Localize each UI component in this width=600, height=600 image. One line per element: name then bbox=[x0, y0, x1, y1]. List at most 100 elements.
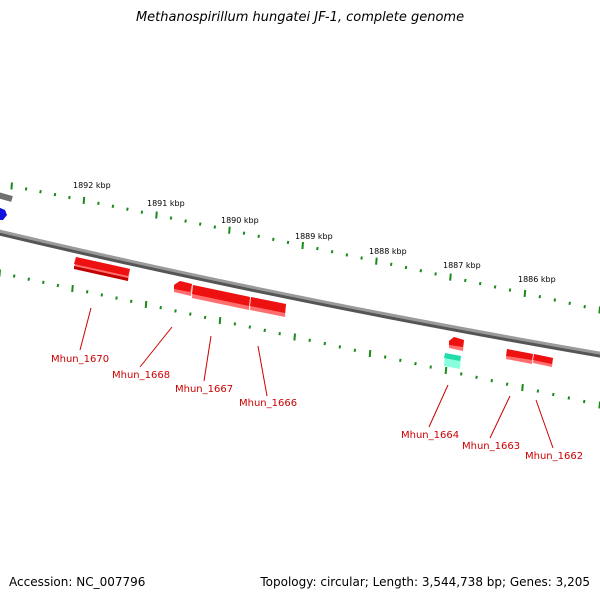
scale-tick-minor bbox=[419, 269, 423, 273]
scale-tick-minor bbox=[360, 256, 363, 260]
scale-tick-minor bbox=[278, 332, 281, 336]
scale-tick-minor bbox=[53, 192, 57, 197]
scale-tick-major bbox=[71, 285, 74, 293]
scale-tick-minor bbox=[169, 216, 173, 220]
scale-tick-minor bbox=[184, 219, 187, 223]
scale-tick-minor bbox=[203, 315, 207, 320]
scale-tick-minor bbox=[323, 341, 327, 346]
scale-tick-minor bbox=[308, 338, 311, 342]
genome-backbone-shadow bbox=[0, 230, 600, 358]
scale-tick-major bbox=[82, 196, 86, 204]
scale-tick-minor bbox=[434, 272, 437, 276]
scale-tick-minor bbox=[272, 237, 275, 241]
scale-tick-minor bbox=[399, 358, 402, 362]
scale-tick-minor bbox=[39, 190, 42, 194]
scale-tick-minor bbox=[459, 372, 463, 376]
scale-tick-minor bbox=[429, 365, 432, 369]
scale-tick-major bbox=[444, 366, 448, 375]
genome-backbone bbox=[0, 229, 600, 355]
scale-tick-minor bbox=[263, 328, 267, 333]
scale-tick-minor bbox=[233, 322, 237, 326]
scale-tick-minor bbox=[389, 262, 393, 266]
scale-tick-minor bbox=[198, 222, 202, 226]
genome-summary-text: Topology: circular; Length: 3,544,738 bp… bbox=[260, 575, 590, 589]
scale-label-1892: 1892 kbp bbox=[73, 181, 111, 190]
scale-label-1888: 1888 kbp bbox=[369, 247, 407, 256]
gene-label-mhun-1662: Mhun_1662 bbox=[525, 451, 583, 462]
gene-mhun-1662 bbox=[533, 354, 553, 367]
scale-tick-minor bbox=[159, 306, 162, 310]
gene-mhun-1668 bbox=[174, 281, 192, 296]
scale-tick-minor bbox=[493, 285, 497, 289]
scale-tick-minor bbox=[538, 295, 542, 299]
gene-label-mhun-1670: Mhun_1670 bbox=[51, 354, 109, 365]
scale-tick-major bbox=[523, 289, 527, 297]
scale-tick-minor bbox=[582, 399, 586, 404]
gene-mhun-1664 bbox=[449, 337, 464, 351]
scale-tick-minor bbox=[213, 225, 217, 229]
genome-backbone-top-stub bbox=[0, 192, 13, 202]
scale-label-1886: 1886 kbp bbox=[518, 275, 556, 284]
scale-label-1889: 1889 kbp bbox=[295, 232, 333, 241]
gene-label-mhun-1666: Mhun_1666 bbox=[239, 398, 297, 409]
gene-teal bbox=[444, 353, 461, 369]
scale-label-1891: 1891 kbp bbox=[147, 199, 185, 208]
scale-tick-minor bbox=[505, 382, 509, 386]
map-title: Methanospirillum hungatei JF-1, complete… bbox=[135, 10, 465, 25]
scale-tick-minor bbox=[478, 281, 482, 286]
scale-tick-minor bbox=[140, 210, 144, 214]
scale-tick-minor bbox=[97, 201, 100, 205]
scale-tick-minor bbox=[100, 293, 104, 297]
scale-tick-minor bbox=[316, 246, 319, 251]
scale-tick-minor bbox=[553, 298, 557, 302]
scale-tick-minor bbox=[85, 290, 89, 294]
scale-tick-major bbox=[301, 241, 304, 250]
scale-ticks-inner bbox=[0, 269, 600, 409]
scale-label-1887: 1887 kbp bbox=[443, 261, 481, 270]
scale-tick-minor bbox=[56, 283, 60, 288]
scale-tick-minor bbox=[330, 250, 334, 254]
scale-tick-minor bbox=[42, 280, 45, 284]
gene-blue bbox=[0, 207, 7, 220]
gene-mhun-1666 bbox=[250, 297, 286, 317]
scale-tick-major bbox=[521, 384, 524, 392]
gene-mhun-1667 bbox=[192, 285, 250, 310]
gene-label-mhun-1664: Mhun_1664 bbox=[401, 430, 459, 441]
scale-tick-minor bbox=[115, 296, 118, 300]
scale-tick-minor bbox=[257, 234, 260, 238]
scale-tick-minor bbox=[174, 309, 177, 313]
scale-tick-minor bbox=[27, 277, 31, 281]
gene-label-leaders bbox=[79, 307, 554, 449]
scale-tick-minor bbox=[248, 325, 252, 329]
scale-tick-major bbox=[368, 350, 372, 358]
scale-tick-minor bbox=[353, 348, 357, 352]
gene-mhun-1670 bbox=[74, 257, 130, 281]
scale-tick-minor bbox=[189, 312, 192, 316]
scale-tick-minor bbox=[567, 396, 571, 400]
scale-label-1890: 1890 kbp bbox=[221, 216, 259, 225]
scale-tick-minor bbox=[129, 299, 133, 303]
scale-tick-minor bbox=[464, 278, 467, 283]
scale-tick-minor bbox=[568, 301, 571, 305]
scale-tick-minor bbox=[508, 288, 512, 292]
scale-tick-minor bbox=[111, 204, 115, 208]
gene-label-mhun-1667: Mhun_1667 bbox=[175, 384, 233, 395]
scale-tick-major bbox=[449, 273, 452, 281]
gene-mhun-1663 bbox=[506, 349, 533, 364]
scale-tick-minor bbox=[68, 195, 71, 200]
gene-label-mhun-1663: Mhun_1663 bbox=[462, 441, 520, 452]
scale-tick-major bbox=[10, 182, 13, 190]
scale-tick-minor bbox=[338, 345, 342, 349]
scale-tick-minor bbox=[414, 362, 417, 366]
scale-tick-minor bbox=[24, 187, 28, 191]
scale-tick-major bbox=[293, 333, 296, 341]
scale-tick-minor bbox=[242, 231, 246, 235]
scale-tick-minor bbox=[345, 253, 349, 257]
scale-tick-minor bbox=[12, 274, 16, 278]
scale-tick-minor bbox=[475, 375, 478, 379]
scale-tick-major bbox=[155, 211, 158, 219]
scale-tick-minor bbox=[404, 265, 408, 270]
scale-tick-minor bbox=[552, 392, 555, 397]
scale-tick-minor bbox=[490, 379, 494, 383]
